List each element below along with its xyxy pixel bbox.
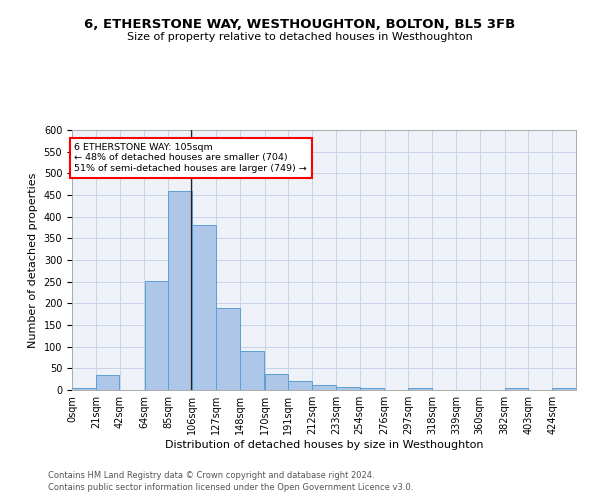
Text: Contains HM Land Registry data © Crown copyright and database right 2024.: Contains HM Land Registry data © Crown c… <box>48 470 374 480</box>
Text: Contains public sector information licensed under the Open Government Licence v3: Contains public sector information licen… <box>48 483 413 492</box>
Bar <box>312 385 336 390</box>
Y-axis label: Number of detached properties: Number of detached properties <box>28 172 38 348</box>
Text: 6 ETHERSTONE WAY: 105sqm
← 48% of detached houses are smaller (704)
51% of semi-: 6 ETHERSTONE WAY: 105sqm ← 48% of detach… <box>74 143 307 173</box>
Bar <box>192 226 216 390</box>
Bar <box>240 350 265 390</box>
Bar <box>169 190 192 390</box>
Bar <box>216 308 239 390</box>
Bar <box>505 388 529 390</box>
Bar <box>265 374 288 390</box>
Bar <box>96 375 119 390</box>
Bar <box>336 387 359 390</box>
X-axis label: Distribution of detached houses by size in Westhoughton: Distribution of detached houses by size … <box>165 440 483 450</box>
Text: Size of property relative to detached houses in Westhoughton: Size of property relative to detached ho… <box>127 32 473 42</box>
Bar <box>72 388 95 390</box>
Bar <box>145 281 168 390</box>
Bar <box>360 388 385 390</box>
Bar <box>289 382 312 390</box>
Text: 6, ETHERSTONE WAY, WESTHOUGHTON, BOLTON, BL5 3FB: 6, ETHERSTONE WAY, WESTHOUGHTON, BOLTON,… <box>85 18 515 30</box>
Bar <box>409 388 432 390</box>
Bar <box>553 388 576 390</box>
